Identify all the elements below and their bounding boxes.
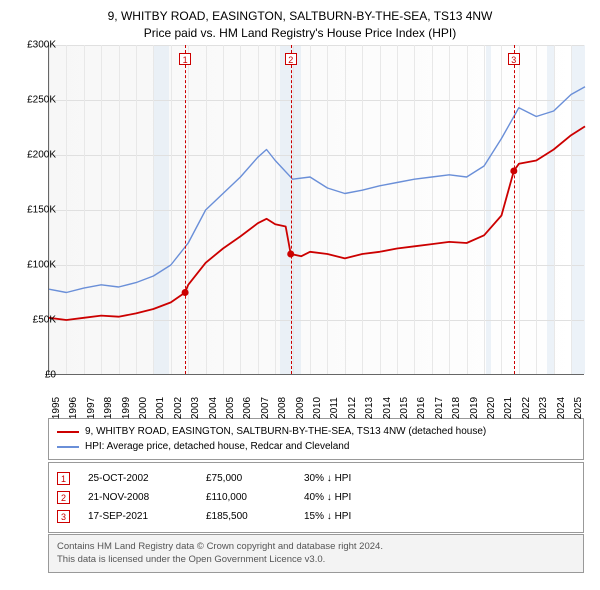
x-axis-tick-label: 2004	[208, 397, 219, 419]
x-axis-tick-label: 2003	[190, 397, 201, 419]
x-axis-tick-label: 2024	[556, 397, 567, 419]
x-axis-tick-label: 2007	[260, 397, 271, 419]
legend-label: 9, WHITBY ROAD, EASINGTON, SALTBURN-BY-T…	[85, 424, 486, 439]
event-marker-icon: 1	[57, 472, 70, 485]
x-axis-tick-label: 1995	[51, 397, 62, 419]
legend: 9, WHITBY ROAD, EASINGTON, SALTBURN-BY-T…	[48, 418, 584, 460]
x-axis-tick-label: 2000	[138, 397, 149, 419]
legend-swatch	[57, 446, 79, 448]
x-axis-tick-label: 1996	[68, 397, 79, 419]
x-axis-tick-label: 2022	[521, 397, 532, 419]
x-axis-tick-label: 2021	[503, 397, 514, 419]
price-chart: 9, WHITBY ROAD, EASINGTON, SALTBURN-BY-T…	[0, 0, 600, 590]
event-row: 2 21-NOV-2008 £110,000 40% ↓ HPI	[57, 488, 575, 507]
x-axis-tick-label: 2023	[538, 397, 549, 419]
y-axis-tick-label: £150K	[12, 205, 60, 216]
x-axis-tick-label: 2019	[469, 397, 480, 419]
x-axis-tick-label: 2014	[382, 397, 393, 419]
event-delta: 40% ↓ HPI	[304, 488, 351, 507]
event-date: 17-SEP-2021	[88, 507, 188, 526]
legend-label: HPI: Average price, detached house, Redc…	[85, 439, 349, 454]
x-axis-tick-label: 2009	[295, 397, 306, 419]
events-table: 1 25-OCT-2002 £75,000 30% ↓ HPI 2 21-NOV…	[48, 462, 584, 533]
y-axis-tick-label: £50K	[12, 315, 60, 326]
y-axis-tick-label: £200K	[12, 150, 60, 161]
legend-item: HPI: Average price, detached house, Redc…	[57, 439, 575, 454]
x-axis-tick-label: 1999	[121, 397, 132, 419]
plot-area: 1 2 3	[48, 45, 584, 375]
x-axis-tick-label: 2011	[329, 397, 340, 419]
x-axis-tick-label: 2025	[573, 397, 584, 419]
y-axis-tick-label: £100K	[12, 260, 60, 271]
event-price: £185,500	[206, 507, 286, 526]
event-date: 21-NOV-2008	[88, 488, 188, 507]
event-delta: 15% ↓ HPI	[304, 507, 351, 526]
event-date: 25-OCT-2002	[88, 469, 188, 488]
x-axis-tick-label: 2001	[155, 397, 166, 419]
x-axis-tick-label: 2013	[364, 397, 375, 419]
event-line-marker: 2	[285, 53, 297, 65]
x-axis-tick-label: 2008	[277, 397, 288, 419]
x-axis-tick-label: 1997	[86, 397, 97, 419]
x-axis-tick-label: 2016	[416, 397, 427, 419]
event-line-marker: 3	[508, 53, 520, 65]
y-axis-tick-label: £0	[12, 370, 60, 381]
chart-title: 9, WHITBY ROAD, EASINGTON, SALTBURN-BY-T…	[0, 0, 600, 42]
x-axis-tick-label: 2015	[399, 397, 410, 419]
event-price: £110,000	[206, 488, 286, 507]
event-marker-icon: 3	[57, 510, 70, 523]
x-axis-tick-label: 2017	[434, 397, 445, 419]
event-price: £75,000	[206, 469, 286, 488]
event-row: 1 25-OCT-2002 £75,000 30% ↓ HPI	[57, 469, 575, 488]
y-axis-tick-label: £300K	[12, 40, 60, 51]
event-line-marker: 1	[179, 53, 191, 65]
legend-item: 9, WHITBY ROAD, EASINGTON, SALTBURN-BY-T…	[57, 424, 575, 439]
x-axis-tick-label: 2002	[173, 397, 184, 419]
x-axis-tick-label: 2020	[486, 397, 497, 419]
event-row: 3 17-SEP-2021 £185,500 15% ↓ HPI	[57, 507, 575, 526]
legend-swatch	[57, 431, 79, 433]
x-axis-tick-label: 1998	[103, 397, 114, 419]
x-axis-tick-label: 2012	[347, 397, 358, 419]
event-marker-icon: 2	[57, 491, 70, 504]
footer-attribution: Contains HM Land Registry data © Crown c…	[48, 534, 584, 573]
x-axis-tick-label: 2006	[242, 397, 253, 419]
x-axis-tick-label: 2018	[451, 397, 462, 419]
title-line-2: Price paid vs. HM Land Registry's House …	[0, 25, 600, 42]
line-series-layer	[49, 45, 584, 374]
event-delta: 30% ↓ HPI	[304, 469, 351, 488]
x-axis-tick-label: 2005	[225, 397, 236, 419]
x-axis-tick-label: 2010	[312, 397, 323, 419]
footer-line-1: Contains HM Land Registry data © Crown c…	[57, 540, 575, 553]
footer-line-2: This data is licensed under the Open Gov…	[57, 553, 575, 566]
title-line-1: 9, WHITBY ROAD, EASINGTON, SALTBURN-BY-T…	[0, 8, 600, 25]
y-axis-tick-label: £250K	[12, 95, 60, 106]
